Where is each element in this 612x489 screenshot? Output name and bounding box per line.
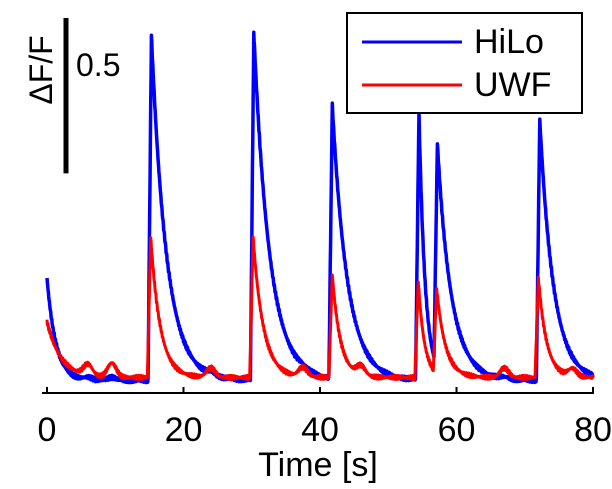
x-tick-label: 40 bbox=[301, 411, 339, 449]
x-tick-label: 20 bbox=[165, 411, 203, 449]
x-axis-ticks: 0 20 40 60 80 bbox=[38, 387, 612, 449]
x-axis-title: Time [s] bbox=[258, 446, 378, 484]
plot-lines bbox=[45, 30, 595, 385]
legend: HiLo UWF bbox=[346, 12, 583, 114]
x-tick-label: 0 bbox=[38, 411, 57, 449]
legend-label-uwf: UWF bbox=[474, 66, 551, 104]
legend-box bbox=[346, 12, 583, 114]
scale-bar-value: 0.5 bbox=[76, 47, 120, 83]
x-tick-label: 80 bbox=[574, 411, 612, 449]
series-line-uwf bbox=[45, 235, 595, 382]
scale-bar: ΔF/F 0.5 bbox=[23, 18, 120, 174]
x-tick-label: 60 bbox=[438, 411, 476, 449]
scale-bar-label: ΔF/F bbox=[23, 35, 59, 104]
legend-label-hilo: HiLo bbox=[474, 23, 544, 61]
